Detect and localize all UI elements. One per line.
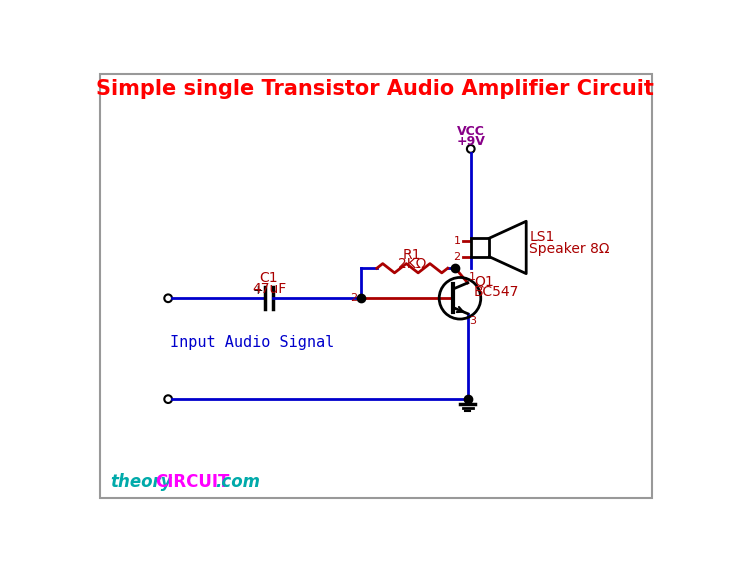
Text: +9V: +9V <box>457 136 485 149</box>
Text: 1: 1 <box>469 272 476 282</box>
Text: .com: .com <box>215 472 260 490</box>
Text: C1: C1 <box>259 271 279 285</box>
Text: 47uF: 47uF <box>252 282 286 296</box>
Bar <box>471 238 489 257</box>
Text: Input Audio Signal: Input Audio Signal <box>171 336 335 350</box>
Text: VCC: VCC <box>457 125 485 138</box>
Text: +: + <box>252 284 263 297</box>
Text: 1: 1 <box>454 236 461 246</box>
Text: 2: 2 <box>350 293 357 303</box>
Text: 2KΩ: 2KΩ <box>398 257 427 272</box>
Text: Speaker 8Ω: Speaker 8Ω <box>529 242 610 256</box>
Text: theory: theory <box>111 472 172 490</box>
Text: BC547: BC547 <box>474 285 519 299</box>
Text: Q1: Q1 <box>474 274 493 289</box>
Text: Simple single Transistor Audio Amplifier Circuit: Simple single Transistor Audio Amplifier… <box>96 79 655 99</box>
Text: 3: 3 <box>469 316 476 325</box>
Text: 2: 2 <box>454 252 461 262</box>
Text: LS1: LS1 <box>529 230 555 244</box>
Text: CIRCUIT: CIRCUIT <box>155 472 229 490</box>
Text: R1: R1 <box>403 248 421 262</box>
